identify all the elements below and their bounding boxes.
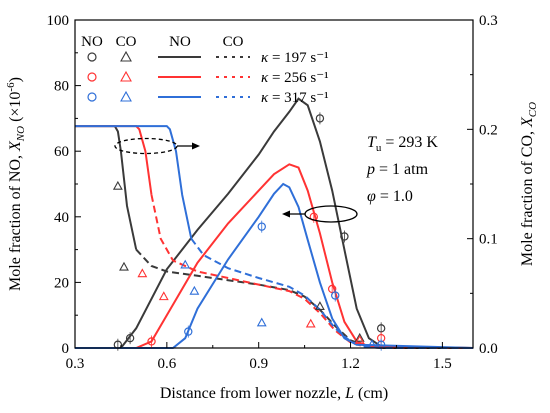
co-model-line-kappa-256 [75, 125, 153, 196]
co-exp-point-kappa-256 [137, 268, 148, 278]
y-right-tick-label-2: 0.2 [479, 122, 498, 138]
co-exp-point-kappa-256 [354, 335, 365, 344]
legend-co-marker-kappa-317 [120, 90, 132, 102]
legend-co-marker-kappa-256 [120, 70, 132, 82]
axis-annotations [114, 137, 358, 223]
no-exp-point-kappa-256 [327, 284, 337, 294]
co-exp-point-kappa-197 [314, 301, 325, 311]
y-left-tick-label-0: 0 [62, 341, 70, 357]
co-model-line-kappa-197 [75, 125, 138, 250]
y-right-tick-label-3: 0.3 [479, 13, 498, 29]
legend-label-kappa-317: κ = 317 s⁻¹ [261, 90, 329, 106]
annotation-arrow-left-head [282, 210, 290, 218]
annotation-ellipse-no [304, 205, 358, 223]
x-tick-label-0: 0.3 [66, 356, 85, 372]
legend-co-marker-kappa-197 [120, 50, 132, 62]
x-tick-label-4: 1.5 [433, 356, 452, 372]
x-tick-label-1: 0.6 [157, 356, 176, 372]
plot-lines [75, 97, 474, 349]
no-exp-point-kappa-256 [147, 337, 156, 346]
y-left-tick-label-4: 80 [54, 79, 69, 95]
legend-label-kappa-256: κ = 256 s⁻¹ [261, 70, 329, 86]
no-model-line-kappa-317 [75, 182, 474, 349]
no-model-line-kappa-197 [75, 97, 474, 349]
co-exp-point-kappa-256 [158, 291, 169, 301]
co-model-line-kappa-317 [75, 125, 193, 239]
co-exp-point-kappa-197 [354, 332, 365, 342]
condition-temperature: Tu = 293 K [367, 134, 438, 154]
co-model-line-dashed-kappa-256 [150, 194, 473, 349]
legend-no-marker-kappa-197 [87, 52, 97, 62]
condition-equivalence-ratio: φ = 1.0 [367, 188, 413, 205]
legend-header-2: NO [169, 34, 191, 50]
legend-header-3: CO [223, 34, 244, 50]
legend: NO CO NO CO κ = 197 s⁻¹ κ = 256 s⁻¹ κ = 317 s⁻… [81, 34, 329, 106]
legend-header-1: CO [116, 34, 137, 50]
co-exp-point-kappa-317 [256, 317, 267, 327]
no-exp-point-kappa-317 [331, 291, 340, 300]
x-axis-label: Distance from lower nozzle, L (cm) [160, 385, 388, 402]
x-tick-label-2: 0.9 [249, 356, 268, 372]
no-exp-point-kappa-197 [376, 324, 386, 333]
y-left-tick-label-5: 100 [47, 13, 70, 29]
annotation-arrow-right-head [192, 142, 200, 150]
y-left-tick-label-3: 60 [54, 144, 69, 160]
no-exp-point-kappa-197 [315, 114, 325, 123]
no-exp-point-kappa-317 [184, 327, 193, 336]
no-exp-point-kappa-197 [340, 232, 349, 241]
co-exp-point-kappa-317 [180, 259, 191, 269]
no-exp-point-kappa-317 [257, 222, 266, 231]
y-left-tick-label-1: 20 [54, 275, 69, 291]
y-right-tick-label-0: 0.0 [479, 341, 498, 357]
no-exp-point-kappa-197 [125, 333, 135, 343]
co-exp-point-kappa-197 [112, 180, 123, 190]
no-model-line-kappa-256 [75, 163, 474, 349]
axes: 0.3 0.6 0.9 1.2 1.5 0 20 40 60 80 100 0.0 0.1 0.2 0.3 [47, 13, 498, 372]
legend-no-marker-kappa-256 [87, 72, 97, 82]
y-axis-label-left: Mole fraction of NO, XNO (×10-6) [5, 77, 27, 291]
condition-pressure: p = 1 atm [366, 161, 429, 178]
conditions: Tu = 293 K p = 1 atm φ = 1.0 [366, 134, 438, 205]
legend-no-marker-kappa-317 [87, 92, 97, 102]
plot-markers [112, 112, 386, 351]
co-exp-point-kappa-256 [305, 318, 316, 328]
y-right-tick-label-1: 0.1 [479, 232, 498, 248]
x-tick-label-3: 1.2 [341, 356, 360, 372]
co-exp-point-kappa-317 [189, 285, 200, 295]
legend-header-0: NO [81, 34, 103, 50]
co-exp-point-kappa-197 [119, 261, 129, 271]
y-axis-label-right: Mole fraction of CO, XCO [519, 102, 539, 266]
legend-label-kappa-197: κ = 197 s⁻¹ [261, 50, 329, 66]
y-left-tick-label-2: 40 [54, 210, 69, 226]
